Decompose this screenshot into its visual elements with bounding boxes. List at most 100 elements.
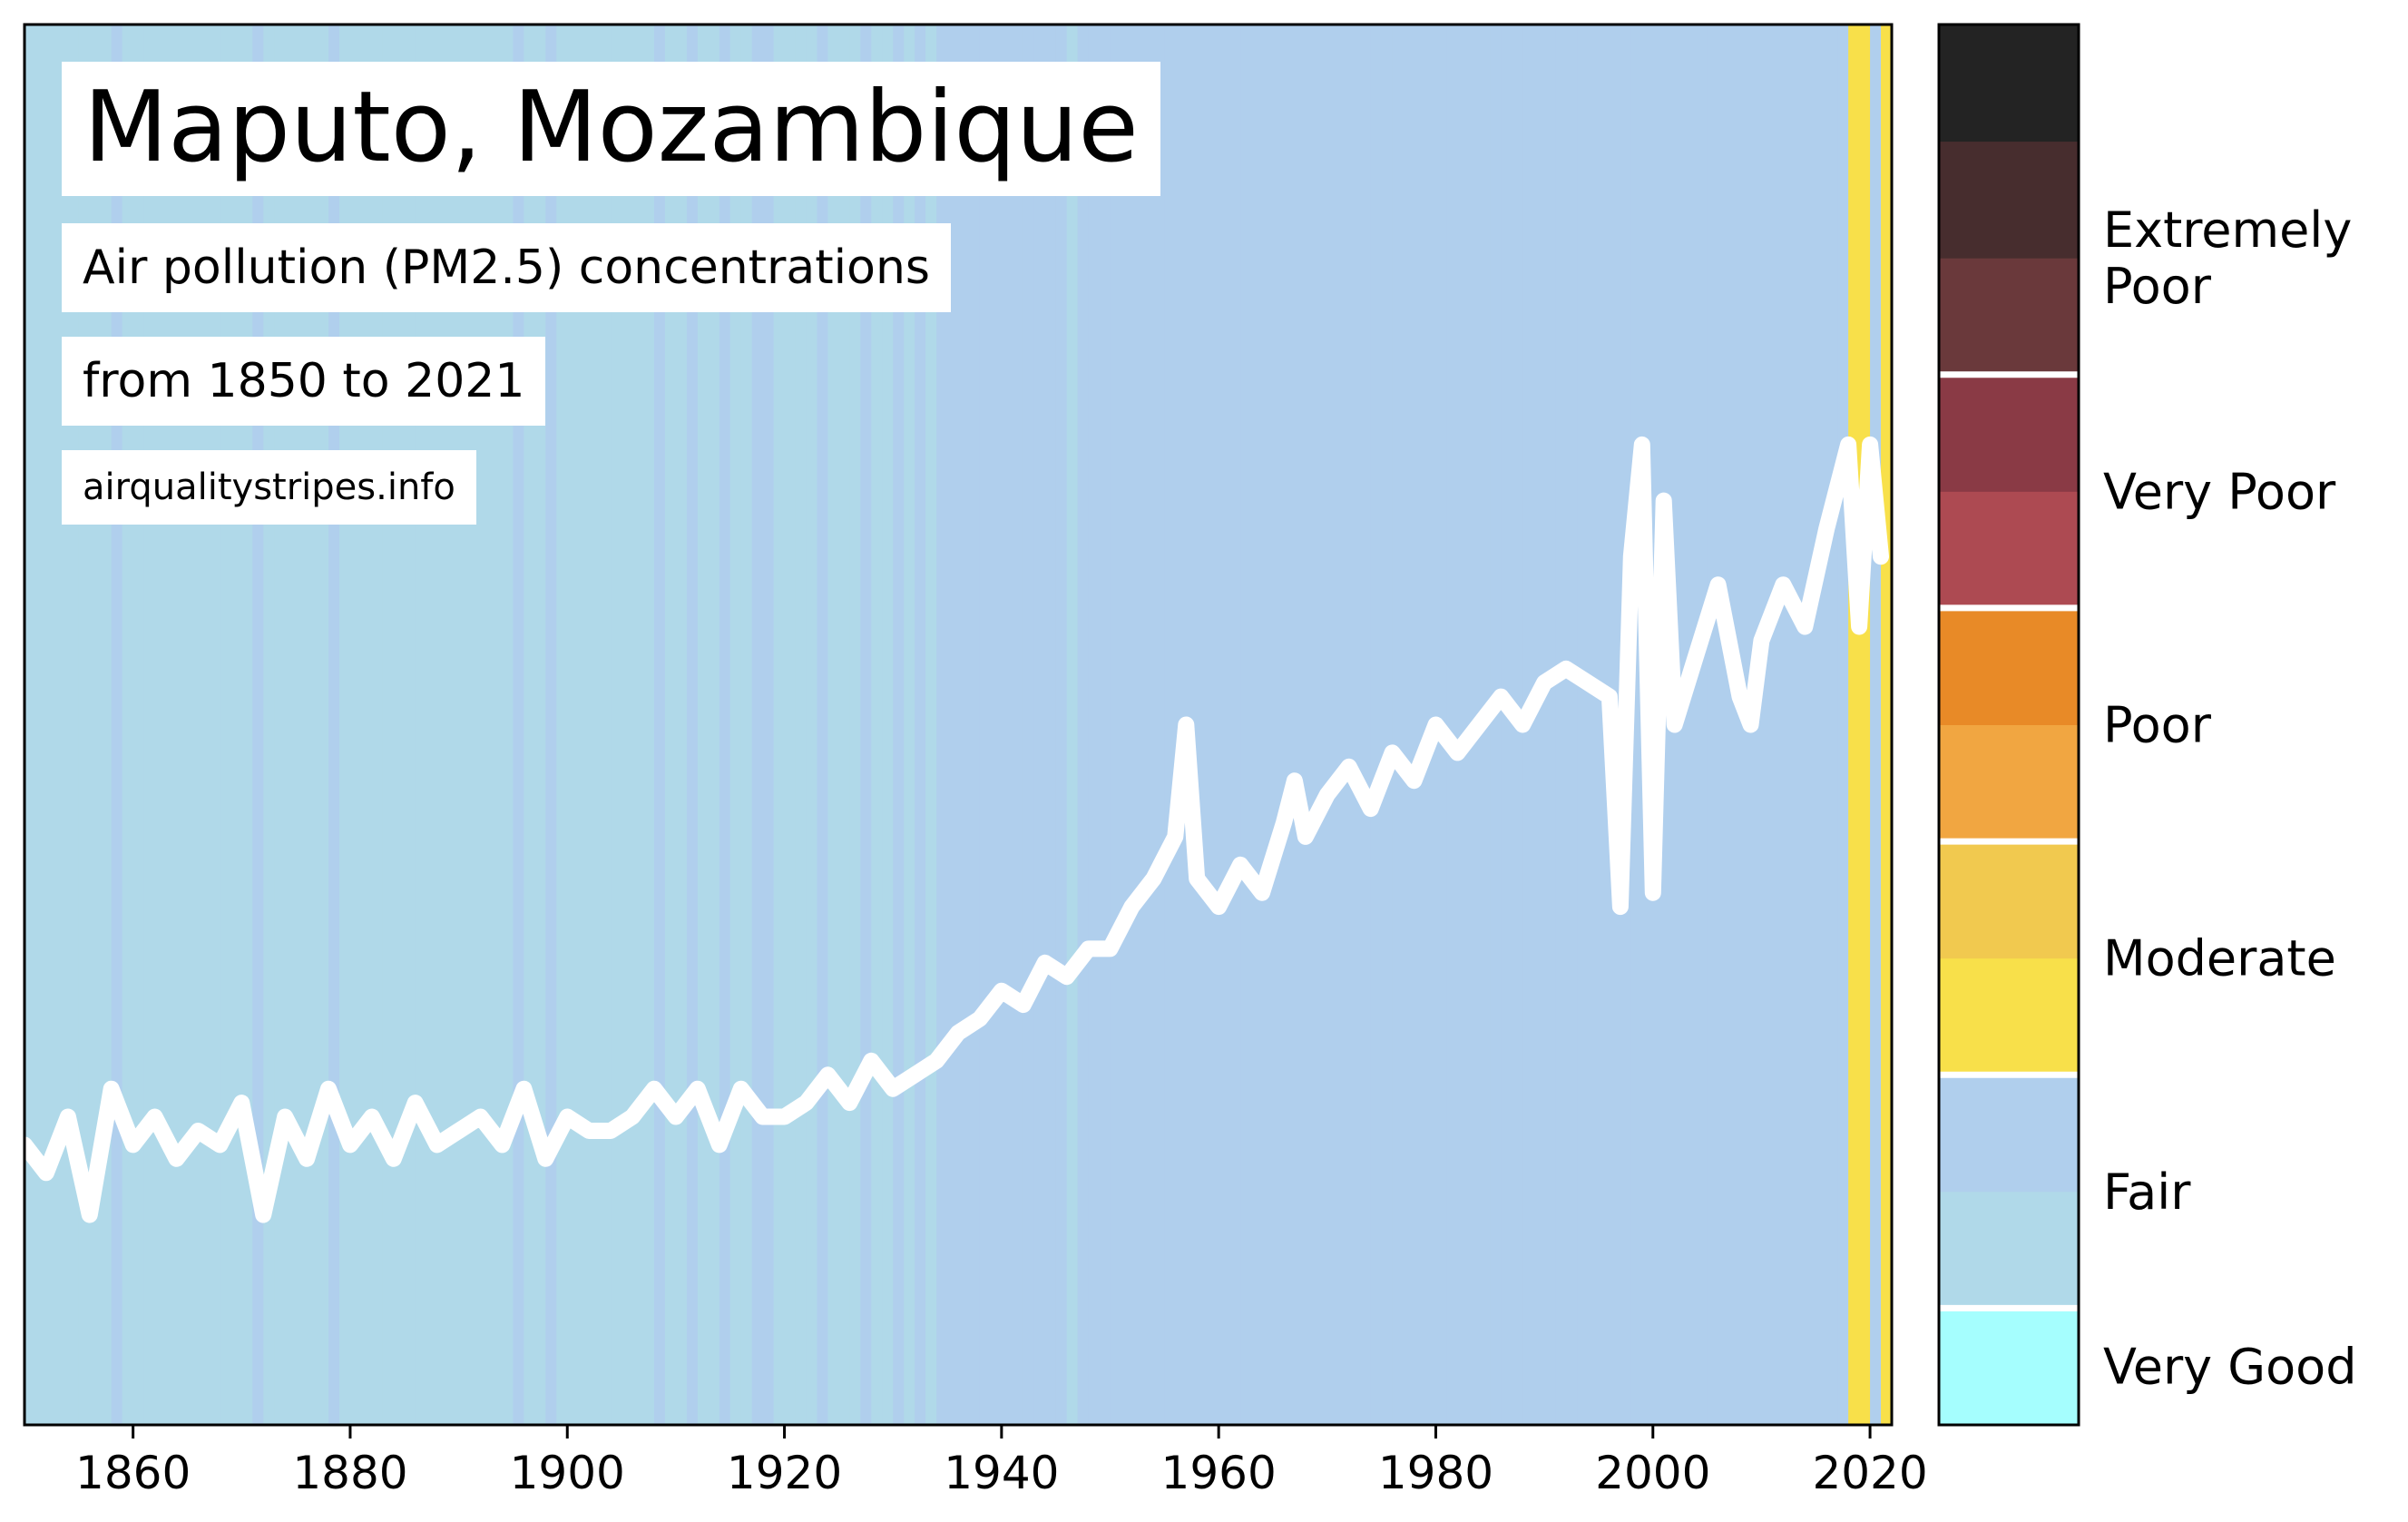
colorbar-label: Poor xyxy=(2103,697,2212,754)
stripe-1909 xyxy=(664,25,677,1425)
stripe-1916 xyxy=(740,25,753,1425)
stripe-1914 xyxy=(719,25,731,1425)
stripe-2011 xyxy=(1772,25,1784,1425)
stripe-1954 xyxy=(1153,25,1165,1425)
stripe-1899 xyxy=(556,25,568,1425)
x-tick-label: 2020 xyxy=(1812,1447,1927,1499)
stripe-1850 xyxy=(24,25,36,1425)
stripe-1940 xyxy=(1001,25,1013,1425)
stripe-1982 xyxy=(1457,25,1469,1425)
colorbar-segment xyxy=(1939,957,2079,1075)
stripe-2010 xyxy=(1761,25,1773,1425)
stripe-1900 xyxy=(567,25,579,1425)
stripe-1915 xyxy=(729,25,742,1425)
stripe-1941 xyxy=(1012,25,1024,1425)
pm25-trend-line xyxy=(16,436,1889,1223)
stripe-1905 xyxy=(622,25,633,1425)
source-link[interactable]: airqualitystripes.info xyxy=(62,450,476,525)
stripe-1912 xyxy=(697,25,710,1425)
stripe-1961 xyxy=(1229,25,1241,1425)
colorbar-segment xyxy=(1939,1308,2079,1426)
stripe-1936 xyxy=(958,25,970,1425)
stripe-1974 xyxy=(1370,25,1383,1425)
stripe-2017 xyxy=(1837,25,1849,1425)
stripe-1955 xyxy=(1164,25,1176,1425)
stripe-1918 xyxy=(762,25,775,1425)
chart-year-range: from 1850 to 2021 xyxy=(62,337,546,427)
colorbar-segment xyxy=(1939,1191,2079,1309)
stripe-1973 xyxy=(1359,25,1372,1425)
x-tick-label: 1920 xyxy=(727,1447,842,1499)
x-tick-label: 1940 xyxy=(944,1447,1059,1499)
stripe-1991 xyxy=(1555,25,1567,1425)
stripe-1911 xyxy=(686,25,699,1425)
stripe-1963 xyxy=(1251,25,1263,1425)
stripe-1959 xyxy=(1208,25,1219,1425)
stripe-1903 xyxy=(600,25,612,1425)
stripe-2013 xyxy=(1794,25,1806,1425)
stripe-1947 xyxy=(1077,25,1090,1425)
stripe-2019 xyxy=(1859,25,1871,1425)
stripe-1942 xyxy=(1023,25,1035,1425)
stripe-1921 xyxy=(795,25,808,1425)
colorbar-segment xyxy=(1939,607,2079,725)
stripe-1952 xyxy=(1131,25,1144,1425)
stripe-1986 xyxy=(1501,25,1512,1425)
stripe-2021 xyxy=(1881,25,1893,1425)
x-axis: 1860 1880 1900 1920 1940 1960 1980 2000 2020 xyxy=(75,1425,1928,1499)
colorbar-label: Fair xyxy=(2103,1164,2191,1221)
stripe-1907 xyxy=(643,25,655,1425)
stripe-1949 xyxy=(1099,25,1111,1425)
stripe-1948 xyxy=(1088,25,1101,1425)
stripe-1990 xyxy=(1544,25,1556,1425)
stripe-2007 xyxy=(1728,25,1741,1425)
stripe-1972 xyxy=(1348,25,1361,1425)
x-tick-label: 1960 xyxy=(1161,1447,1277,1499)
stripe-1969 xyxy=(1316,25,1328,1425)
colorbar-label: Very Good xyxy=(2103,1339,2357,1396)
stripe-1992 xyxy=(1566,25,1578,1425)
stripe-1971 xyxy=(1337,25,1350,1425)
stripe-1939 xyxy=(990,25,1003,1425)
stripe-2003 xyxy=(1685,25,1698,1425)
stripe-2012 xyxy=(1783,25,1795,1425)
stripe-2015 xyxy=(1816,25,1827,1425)
stripe-1935 xyxy=(947,25,959,1425)
stripe-1901 xyxy=(578,25,590,1425)
stripe-1851 xyxy=(34,25,47,1425)
stripe-1908 xyxy=(653,25,666,1425)
colorbar-label: Extremely Poor xyxy=(2103,201,2352,315)
colorbar-segment xyxy=(1939,491,2079,609)
stripe-1994 xyxy=(1587,25,1600,1425)
stripe-1919 xyxy=(773,25,786,1425)
stripe-1964 xyxy=(1262,25,1274,1425)
stripe-1951 xyxy=(1121,25,1133,1425)
stripe-1978 xyxy=(1414,25,1426,1425)
colorbar-segment xyxy=(1939,724,2079,842)
stripe-1906 xyxy=(632,25,644,1425)
stripe-1953 xyxy=(1142,25,1154,1425)
stripe-2016 xyxy=(1826,25,1838,1425)
stripe-2018 xyxy=(1848,25,1860,1425)
x-tick-label: 2000 xyxy=(1595,1447,1710,1499)
colorbar-segment xyxy=(1939,1075,2079,1193)
stripe-2005 xyxy=(1707,25,1719,1425)
stripe-1925 xyxy=(838,25,850,1425)
stripe-1960 xyxy=(1219,25,1230,1425)
stripe-1913 xyxy=(708,25,720,1425)
stripe-2014 xyxy=(1805,25,1816,1425)
stripe-1945 xyxy=(1055,25,1068,1425)
stripe-1904 xyxy=(611,25,622,1425)
stripe-1944 xyxy=(1044,25,1057,1425)
stripe-1975 xyxy=(1381,25,1394,1425)
stripe-2006 xyxy=(1718,25,1730,1425)
colorbar-segment xyxy=(1939,25,2079,142)
stripe-1993 xyxy=(1577,25,1589,1425)
colorbar-label: Very Poor xyxy=(2103,463,2336,520)
stripe-2004 xyxy=(1696,25,1708,1425)
x-tick-label: 1900 xyxy=(510,1447,625,1499)
stripe-1902 xyxy=(589,25,601,1425)
stripe-1965 xyxy=(1272,25,1285,1425)
stripe-1977 xyxy=(1403,25,1415,1425)
colorbar-frame xyxy=(1937,23,2080,1427)
